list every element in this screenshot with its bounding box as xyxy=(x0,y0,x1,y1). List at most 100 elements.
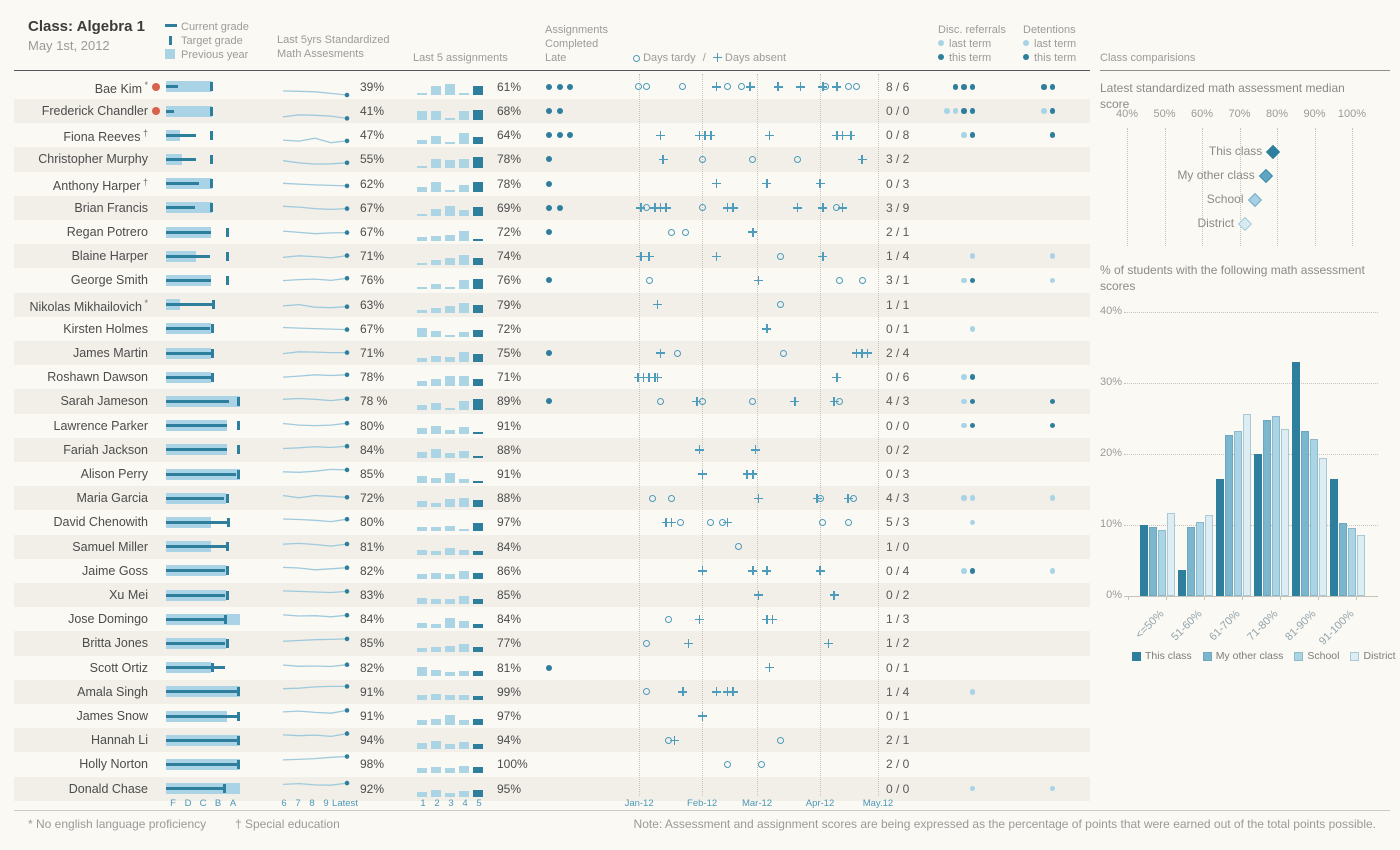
hist-y-label: 20% xyxy=(1099,447,1122,459)
student-row[interactable]: Britta Jones 85% 77% 1 / 2 xyxy=(0,631,1090,655)
assignment-bar xyxy=(431,330,441,338)
late-dot-icon xyxy=(546,398,552,405)
student-row[interactable]: Lawrence Parker 80% 91% 0 / 0 xyxy=(0,414,1090,438)
student-row[interactable]: Hannah Li 94% 94% 2 / 1 xyxy=(0,728,1090,752)
assignment-bar xyxy=(417,93,427,96)
assignment-score: 99% xyxy=(497,684,522,699)
referral-this-term-dot xyxy=(961,84,967,90)
hist-bar[interactable] xyxy=(1234,431,1242,596)
grade-axis-label: D xyxy=(184,798,192,809)
assignment-bar xyxy=(459,620,469,628)
hist-bar[interactable] xyxy=(1292,361,1300,596)
student-row[interactable]: David Chenowith 80% 97% 5 / 3 xyxy=(0,510,1090,534)
hist-bar[interactable] xyxy=(1167,512,1175,596)
attendance-timeline xyxy=(610,341,890,365)
hist-bar[interactable] xyxy=(1339,522,1347,596)
attendance-timeline xyxy=(610,414,890,438)
student-row[interactable]: Blaine Harper 71% 74% 1 / 4 xyxy=(0,244,1090,268)
student-row[interactable]: Anthony Harper † 62% 78% 0 / 3 xyxy=(0,172,1090,196)
student-row[interactable]: Sarah Jameson 78 % 89% 4 / 3 xyxy=(0,389,1090,413)
current-grade-line xyxy=(166,787,223,791)
student-row[interactable]: Regan Potrero 67% 72% 2 / 1 xyxy=(0,220,1090,244)
tardy-mark-icon xyxy=(698,155,706,163)
hist-bar[interactable] xyxy=(1281,429,1289,596)
hist-bar[interactable] xyxy=(1301,430,1309,596)
assignment-bar xyxy=(417,475,427,483)
student-row[interactable]: Jose Domingo 84% 84% 1 / 3 xyxy=(0,607,1090,631)
student-row[interactable]: Jaime Goss 82% 86% 0 / 4 xyxy=(0,559,1090,583)
hist-bar[interactable] xyxy=(1140,525,1148,596)
tardy-mark-icon xyxy=(645,276,653,284)
student-row[interactable]: Fariah Jackson 84% 88% 0 / 2 xyxy=(0,438,1090,462)
assignment-bar xyxy=(417,574,427,580)
assignment-bar xyxy=(431,598,441,604)
student-name: Hannah Li xyxy=(91,733,148,748)
student-row[interactable]: George Smith 76% 76% 3 / 1 xyxy=(0,268,1090,292)
assignment-bar xyxy=(417,187,427,193)
hist-bar[interactable] xyxy=(1319,457,1327,596)
hist-bar[interactable] xyxy=(1216,478,1224,596)
student-row[interactable]: Frederick Chandler 41% 68% 0 / 0 xyxy=(0,99,1090,123)
current-grade-line xyxy=(166,230,212,234)
attendance-timeline xyxy=(610,365,890,389)
assignment-axis-label: 3 xyxy=(448,798,454,809)
student-row[interactable]: Kirsten Holmes 67% 72% 0 / 1 xyxy=(0,317,1090,341)
hist-bar[interactable] xyxy=(1348,527,1356,596)
hist-bar[interactable] xyxy=(1196,522,1204,596)
hist-bar[interactable] xyxy=(1254,454,1262,596)
student-row[interactable]: Bae Kim * 39% 61% 8 / 6 xyxy=(0,75,1090,99)
hist-bar[interactable] xyxy=(1178,569,1186,596)
absent-mark-icon xyxy=(723,203,733,213)
assignment-bars xyxy=(417,611,489,628)
assessment-sparkline xyxy=(279,342,355,364)
student-row[interactable]: Amala Singh 91% 99% 1 / 4 xyxy=(0,680,1090,704)
referral-this-term-dot xyxy=(969,398,975,405)
hist-bar[interactable] xyxy=(1158,529,1166,596)
student-name: Anthony Harper † xyxy=(52,176,148,193)
student-row[interactable]: James Snow 91% 97% 0 / 1 xyxy=(0,704,1090,728)
grade-axis-label: C xyxy=(199,798,207,809)
student-row[interactable]: Alison Perry 85% 91% 0 / 3 xyxy=(0,462,1090,486)
hist-bar[interactable] xyxy=(1205,515,1213,596)
student-name: Kirsten Holmes xyxy=(63,321,148,336)
hist-bar[interactable] xyxy=(1225,434,1233,596)
target-grade-tick xyxy=(222,784,226,794)
hist-bar[interactable] xyxy=(1149,527,1157,596)
student-row[interactable]: Brian Francis 67% 69% 3 / 9 xyxy=(0,196,1090,220)
assignment-bars xyxy=(417,635,489,652)
student-row[interactable]: Christopher Murphy 55% 78% 3 / 2 xyxy=(0,147,1090,171)
hist-gridline xyxy=(1124,383,1378,384)
target-grade-tick xyxy=(237,687,240,697)
student-row[interactable]: Maria Garcia 72% 88% 4 / 3 xyxy=(0,486,1090,510)
hist-bar[interactable] xyxy=(1272,415,1280,596)
assignment-score: 78% xyxy=(497,176,522,191)
student-row[interactable]: Holly Norton 98% 100% 2 / 0 xyxy=(0,752,1090,776)
student-row[interactable]: Xu Mei 83% 85% 0 / 2 xyxy=(0,583,1090,607)
assignment-bar xyxy=(459,111,469,120)
student-row[interactable]: Scott Ortiz 82% 81% 0 / 1 xyxy=(0,656,1090,680)
student-row[interactable]: Samuel Miller 81% 84% 1 / 0 xyxy=(0,535,1090,559)
student-row[interactable]: James Martin 71% 75% 2 / 4 xyxy=(0,341,1090,365)
hist-bar[interactable] xyxy=(1357,534,1365,596)
hist-bar[interactable] xyxy=(1187,527,1195,596)
student-row[interactable]: Nikolas Mikhailovich * 63% 79% 1 / 1 xyxy=(0,293,1090,317)
tardy-mark-icon xyxy=(673,349,681,357)
hist-bar[interactable] xyxy=(1263,419,1271,596)
assignment-bar xyxy=(473,399,483,410)
hist-bar[interactable] xyxy=(1243,414,1251,596)
month-axis-label: May.12 xyxy=(862,798,894,809)
student-row[interactable]: Roshawn Dawson 78% 71% 0 / 6 xyxy=(0,365,1090,389)
student-row[interactable]: Fiona Reeves † 47% 64% 0 / 8 xyxy=(0,123,1090,147)
detention-last-term-dot xyxy=(1049,253,1055,259)
assignment-bar xyxy=(459,596,469,604)
student-row[interactable]: Donald Chase 92% 95% 0 / 0 xyxy=(0,777,1090,801)
hist-bar[interactable] xyxy=(1310,439,1318,596)
legend-days-absent: Days absent xyxy=(724,52,787,64)
assignment-bar xyxy=(445,695,455,701)
month-axis-label: Mar-12 xyxy=(741,798,773,809)
current-grade-line xyxy=(166,617,225,621)
footnote-special-ed: † Special education xyxy=(235,817,340,831)
late-dot-icon xyxy=(556,204,563,211)
hist-bar[interactable] xyxy=(1330,478,1338,596)
assignment-bar xyxy=(417,792,427,798)
